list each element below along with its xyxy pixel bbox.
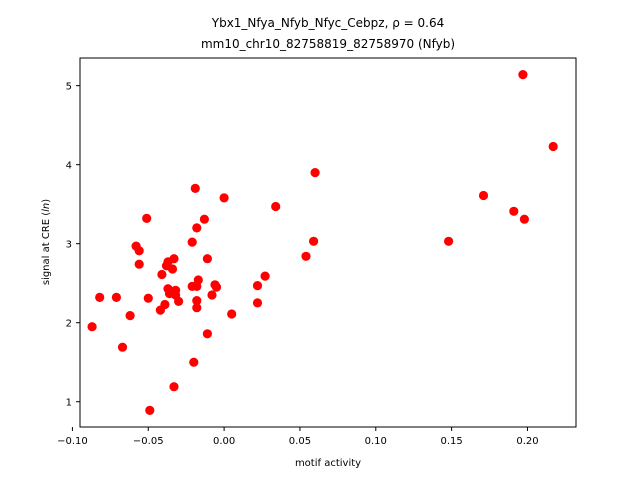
data-point (252, 281, 263, 291)
data-point (117, 342, 128, 352)
data-points (87, 70, 558, 415)
data-point (155, 305, 165, 315)
x-tick-label: 0.05 (289, 436, 311, 447)
x-tick-label: 0.10 (365, 436, 387, 447)
data-point (187, 237, 197, 247)
data-point (143, 293, 153, 303)
data-point (478, 190, 489, 201)
y-axis: 1 2 3 4 5 (66, 82, 80, 409)
y-tick-label: 2 (66, 319, 72, 330)
x-tick-label: 0.15 (440, 436, 462, 447)
data-point (157, 269, 167, 280)
data-point (309, 236, 319, 246)
data-point (169, 254, 179, 264)
data-point (444, 236, 454, 246)
x-axis-title: motif activity (295, 458, 361, 469)
data-point (190, 183, 200, 193)
data-point (519, 214, 530, 224)
chart-title-line-2: mm10_chr10_82758819_82758970 (Nfyb) (201, 37, 455, 51)
data-point (252, 298, 263, 308)
data-point (202, 254, 212, 264)
data-point (192, 303, 202, 313)
data-point (189, 357, 199, 367)
x-tick-label: −0.05 (133, 436, 164, 447)
data-point (202, 329, 212, 339)
data-point (142, 213, 152, 223)
y-axis-title: signal at CRE (ln) (41, 199, 52, 285)
data-point (199, 214, 209, 224)
plot-area-frame (79, 57, 577, 428)
data-point (310, 168, 320, 178)
data-point (211, 282, 222, 292)
data-point (518, 70, 528, 80)
x-axis: −0.10 −0.05 0.00 0.05 0.10 0.15 0.20 (57, 427, 539, 447)
y-axis-title-italic: ln (41, 203, 52, 212)
x-tick-label: 0.00 (213, 436, 235, 447)
y-tick-label: 5 (66, 82, 72, 93)
y-axis-title-suffix: ) (41, 199, 52, 203)
data-point (192, 296, 202, 306)
y-tick-label: 4 (66, 161, 72, 172)
data-point (260, 271, 270, 281)
x-tick-label: −0.10 (57, 436, 88, 447)
data-point (509, 206, 519, 216)
data-point (134, 246, 144, 256)
data-point (227, 309, 237, 319)
data-point (219, 193, 229, 203)
data-point (271, 201, 281, 212)
data-point (192, 281, 202, 291)
data-point (167, 264, 178, 274)
data-point (301, 251, 311, 261)
data-point (95, 292, 105, 302)
x-tick-label: 0.20 (516, 436, 538, 447)
y-tick-label: 3 (66, 240, 72, 251)
data-point (192, 223, 202, 233)
chart-title-line-1: Ybx1_Nfya_Nfyb_Nfyc_Cebpz, ρ = 0.64 (211, 16, 444, 30)
data-point (134, 259, 144, 269)
data-point (174, 296, 184, 306)
data-point (87, 322, 97, 332)
data-point (207, 290, 217, 300)
data-point (145, 405, 155, 415)
data-point (125, 311, 135, 321)
data-point (169, 382, 179, 392)
data-point (111, 292, 121, 302)
y-tick-label: 1 (66, 398, 72, 409)
y-axis-title-prefix: signal at CRE ( (41, 212, 52, 285)
data-point (548, 141, 558, 152)
